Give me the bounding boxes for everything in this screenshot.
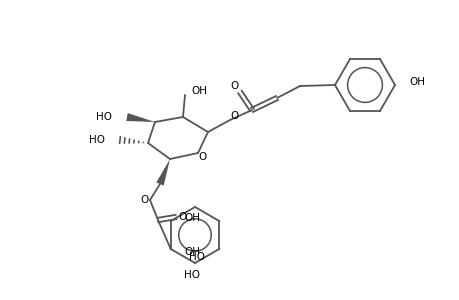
Text: OH: OH	[185, 247, 200, 257]
Text: HO: HO	[184, 270, 200, 280]
Text: HO: HO	[96, 112, 112, 122]
Text: OH: OH	[190, 86, 207, 96]
Text: OH: OH	[185, 213, 200, 223]
Text: O: O	[179, 212, 187, 222]
Text: O: O	[140, 195, 149, 205]
Text: O: O	[230, 81, 239, 91]
Text: HO: HO	[189, 252, 205, 262]
Text: O: O	[198, 152, 207, 162]
Text: O: O	[230, 111, 239, 121]
Polygon shape	[156, 159, 170, 185]
Text: OH: OH	[408, 77, 424, 87]
Text: HO: HO	[89, 135, 105, 145]
Polygon shape	[126, 113, 155, 122]
